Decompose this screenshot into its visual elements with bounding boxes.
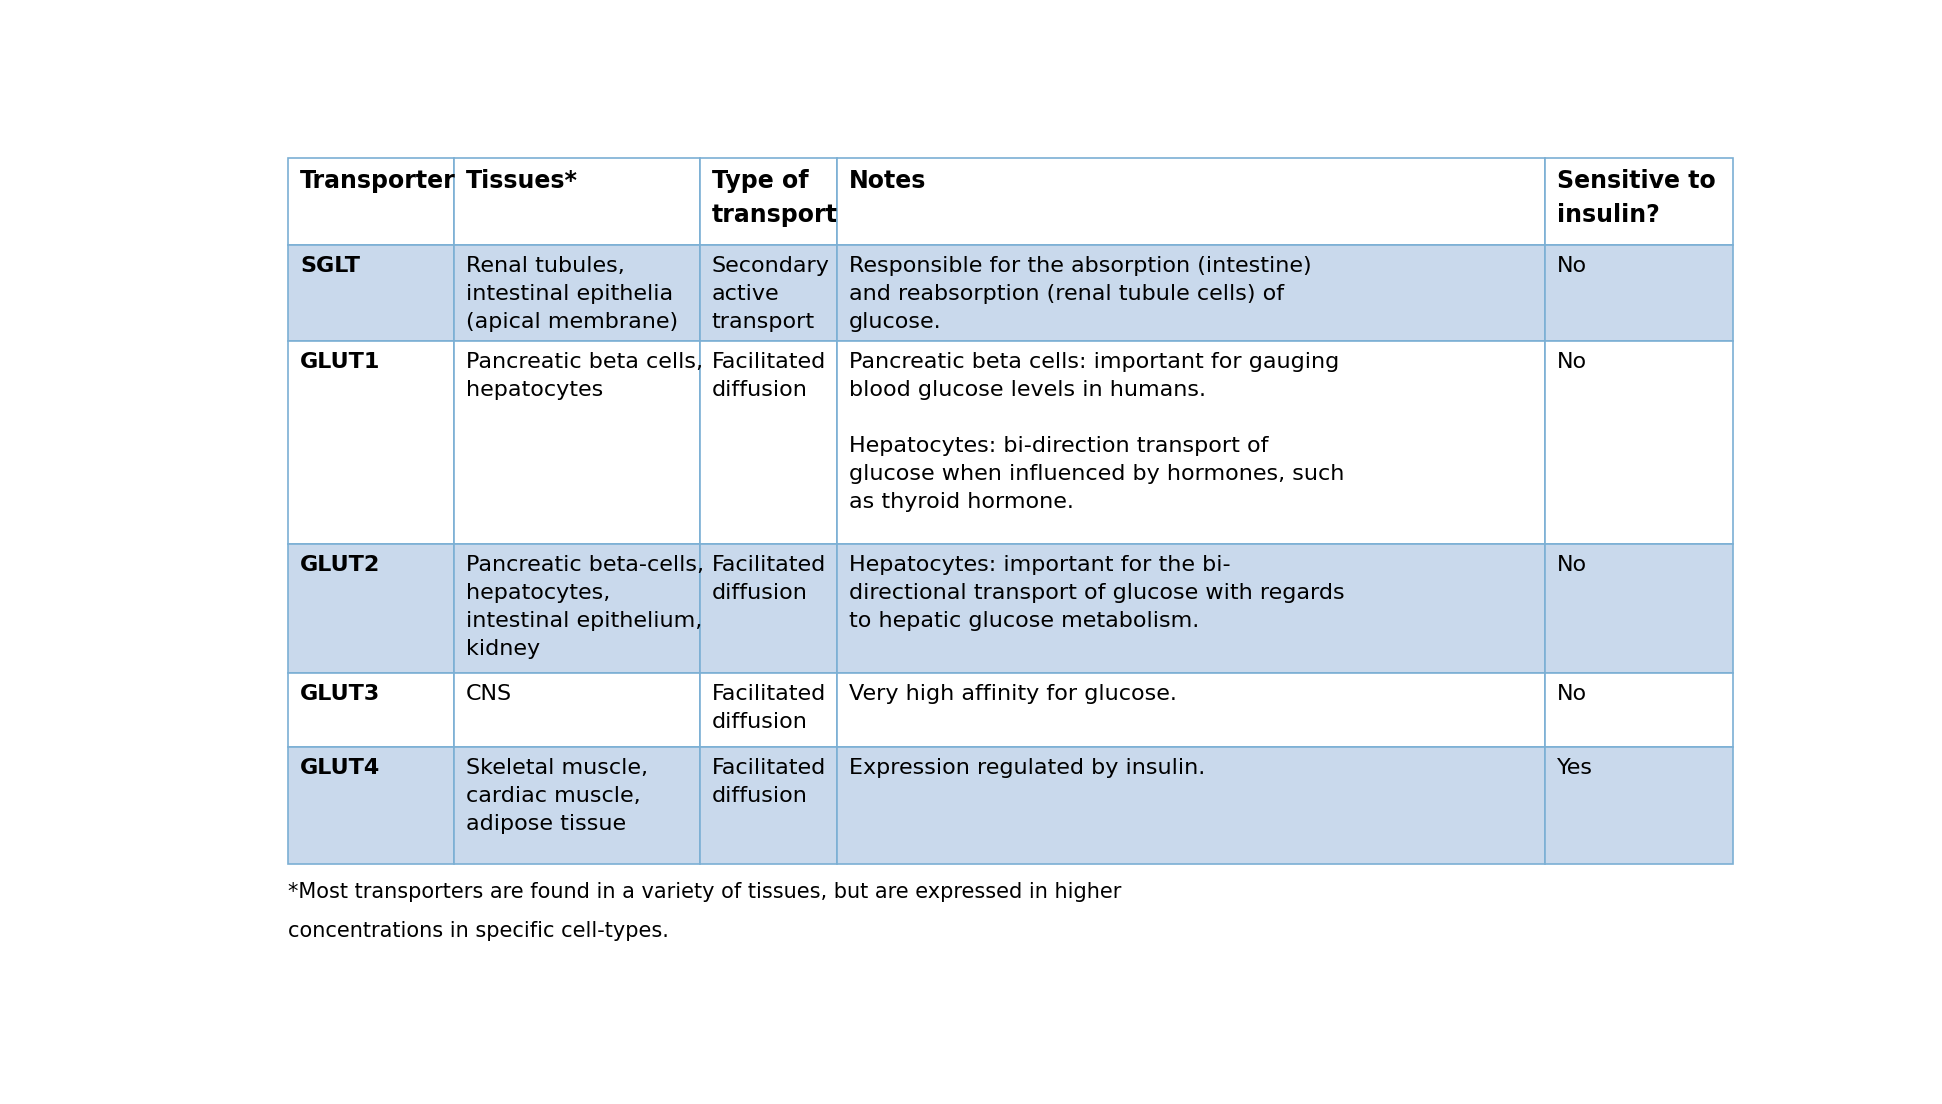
Bar xyxy=(454,747,699,863)
Text: No: No xyxy=(1557,555,1587,575)
Text: Facilitated
diffusion: Facilitated diffusion xyxy=(711,352,825,400)
Text: No: No xyxy=(1557,256,1587,276)
Text: CNS: CNS xyxy=(466,683,513,703)
Text: No: No xyxy=(1557,683,1587,703)
Bar xyxy=(454,544,699,672)
Text: GLUT3: GLUT3 xyxy=(299,683,381,703)
Bar xyxy=(287,672,454,747)
Bar xyxy=(1546,341,1732,544)
Text: Renal tubules,
intestinal epithelia
(apical membrane): Renal tubules, intestinal epithelia (api… xyxy=(466,256,678,332)
Text: Facilitated
diffusion: Facilitated diffusion xyxy=(711,555,825,603)
Bar xyxy=(699,747,837,863)
Text: *Most transporters are found in a variety of tissues, but are expressed in highe: *Most transporters are found in a variet… xyxy=(287,882,1121,902)
Bar xyxy=(699,245,837,341)
Text: No: No xyxy=(1557,352,1587,372)
Text: Very high affinity for glucose.: Very high affinity for glucose. xyxy=(849,683,1177,703)
Bar xyxy=(287,747,454,863)
Bar xyxy=(699,544,837,672)
Bar xyxy=(287,544,454,672)
Text: Tissues*: Tissues* xyxy=(466,169,579,193)
Text: SGLT: SGLT xyxy=(299,256,359,276)
Bar xyxy=(837,158,1546,245)
Bar xyxy=(837,341,1546,544)
Text: GLUT2: GLUT2 xyxy=(299,555,381,575)
Bar xyxy=(699,341,837,544)
Bar xyxy=(1546,158,1732,245)
Text: Sensitive to
insulin?: Sensitive to insulin? xyxy=(1557,169,1715,226)
Text: Yes: Yes xyxy=(1557,758,1592,778)
Bar xyxy=(837,672,1546,747)
Text: Expression regulated by insulin.: Expression regulated by insulin. xyxy=(849,758,1206,778)
Bar xyxy=(1546,747,1732,863)
Text: GLUT1: GLUT1 xyxy=(299,352,381,372)
Bar xyxy=(699,158,837,245)
Bar xyxy=(287,245,454,341)
Text: GLUT4: GLUT4 xyxy=(299,758,381,778)
Bar xyxy=(454,672,699,747)
Bar xyxy=(1546,245,1732,341)
Text: Transporter: Transporter xyxy=(299,169,456,193)
Text: Notes: Notes xyxy=(849,169,926,193)
Bar xyxy=(454,245,699,341)
Text: Type of
transport: Type of transport xyxy=(711,169,837,226)
Text: concentrations in specific cell-types.: concentrations in specific cell-types. xyxy=(287,921,668,941)
Bar xyxy=(837,544,1546,672)
Text: Skeletal muscle,
cardiac muscle,
adipose tissue: Skeletal muscle, cardiac muscle, adipose… xyxy=(466,758,649,835)
Text: Responsible for the absorption (intestine)
and reabsorption (renal tubule cells): Responsible for the absorption (intestin… xyxy=(849,256,1311,332)
Text: Pancreatic beta-cells,
hepatocytes,
intestinal epithelium,
kidney: Pancreatic beta-cells, hepatocytes, inte… xyxy=(466,555,705,659)
Text: Hepatocytes: important for the bi-
directional transport of glucose with regards: Hepatocytes: important for the bi- direc… xyxy=(849,555,1344,631)
Bar xyxy=(1546,672,1732,747)
Bar xyxy=(1546,544,1732,672)
Bar xyxy=(454,341,699,544)
Bar xyxy=(837,747,1546,863)
Bar xyxy=(454,158,699,245)
Text: Pancreatic beta cells: important for gauging
blood glucose levels in humans.

He: Pancreatic beta cells: important for gau… xyxy=(849,352,1344,511)
Text: Facilitated
diffusion: Facilitated diffusion xyxy=(711,683,825,732)
Bar xyxy=(287,158,454,245)
Text: Facilitated
diffusion: Facilitated diffusion xyxy=(711,758,825,806)
Bar xyxy=(287,341,454,544)
Text: Pancreatic beta cells,
hepatocytes: Pancreatic beta cells, hepatocytes xyxy=(466,352,703,400)
Bar xyxy=(837,245,1546,341)
Text: Secondary
active
transport: Secondary active transport xyxy=(711,256,829,332)
Bar xyxy=(699,672,837,747)
